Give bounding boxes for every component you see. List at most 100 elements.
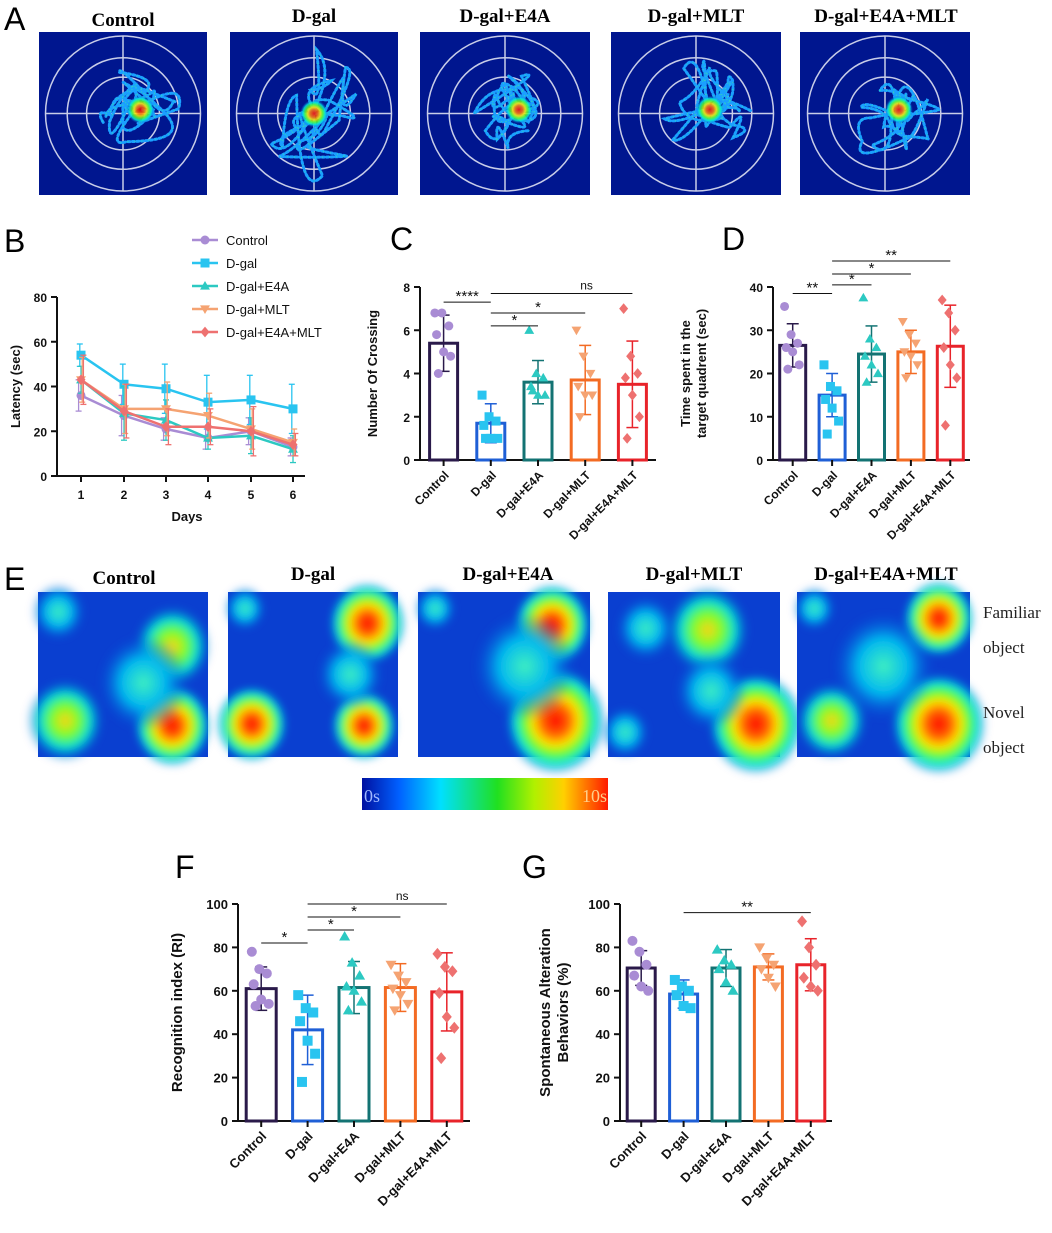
x-tick-label: D-gal — [658, 1129, 692, 1163]
marker-circle — [793, 338, 803, 348]
heatmap-1 — [26, 583, 212, 768]
marker-triangle-down — [385, 960, 397, 971]
marker-diamond — [449, 1021, 460, 1034]
arena-title-1: Control — [92, 10, 155, 31]
marker-square — [484, 412, 494, 422]
significance-label: * — [328, 916, 334, 933]
significance-label: * — [511, 312, 517, 329]
x-tick-label: 2 — [121, 488, 128, 502]
heat-blob — [473, 611, 576, 721]
heat-blob — [615, 596, 676, 661]
y-tick-label: 0 — [603, 1114, 610, 1129]
x-tick-label: 1 — [78, 488, 85, 502]
bar-group-D-gal+E4A — [710, 944, 742, 1123]
series-D-gal+E4A+MLT — [76, 354, 299, 457]
marker-diamond — [797, 915, 808, 928]
x-tick-label: D-gal+E4A — [494, 468, 547, 521]
marker-triangle — [538, 372, 549, 382]
heat-blob — [215, 685, 288, 763]
marker-triangle-down — [394, 991, 406, 1001]
heatmap-3 — [414, 583, 607, 776]
heatmap-blobs — [26, 583, 212, 768]
panel-letter-d: D — [722, 221, 745, 257]
marker-triangle-down — [573, 382, 584, 392]
bar-group-Control — [778, 301, 808, 462]
bar-group-D-gal — [817, 360, 847, 462]
marker-circle — [437, 308, 447, 318]
bar-group-Control — [244, 946, 278, 1123]
y-tick-label: 20 — [214, 1071, 228, 1086]
marker-triangle-down — [580, 391, 591, 401]
heatmap-blobs — [215, 581, 407, 763]
marker-triangle — [531, 368, 542, 378]
significance-label: ** — [741, 899, 753, 916]
marker-square — [246, 395, 256, 405]
heat-blob — [31, 583, 86, 641]
marker-triangle — [864, 333, 875, 343]
marker-square — [293, 990, 304, 1001]
significance-label: ** — [885, 247, 897, 264]
y-tick-label: 30 — [750, 324, 764, 338]
path-hotspot — [300, 99, 328, 128]
legend-label: Control — [226, 233, 268, 248]
heat-blob — [665, 585, 750, 675]
x-tick-label: Control — [412, 468, 452, 508]
marker-triangle-down — [161, 405, 171, 414]
bar — [752, 965, 784, 1123]
marker-diamond — [952, 372, 962, 384]
marker-diamond — [436, 1052, 447, 1065]
heat-blob — [601, 706, 650, 758]
marker-triangle — [342, 1004, 354, 1015]
y-tick-label: 10 — [750, 411, 764, 425]
marker-square — [300, 1003, 311, 1014]
y-axis-label: Number Of Crossing — [365, 310, 380, 437]
marker-circle — [788, 347, 798, 357]
marker-square — [203, 397, 213, 407]
series-D-gal+E4A — [76, 365, 298, 464]
marker-triangle — [873, 368, 883, 378]
marker-diamond — [811, 958, 822, 971]
significance-label: * — [849, 271, 855, 288]
marker-square — [295, 1016, 306, 1027]
path-hotspot — [126, 95, 155, 124]
marker-triangle — [527, 385, 538, 395]
marker-square — [671, 990, 682, 1001]
x-tick-label: D-gal+E4A+MLT — [884, 468, 959, 543]
marker-triangle — [725, 959, 737, 969]
marker-triangle-down — [769, 982, 781, 992]
bar-group-D-gal+E4A — [857, 292, 886, 462]
marker-triangle-down — [762, 973, 774, 984]
panel-letter-c: C — [390, 221, 413, 257]
series-line — [80, 378, 294, 446]
path-hotspot — [504, 95, 533, 124]
marker-triangle — [861, 377, 872, 386]
marker-diamond — [945, 359, 955, 371]
marker-circle — [643, 985, 654, 996]
swim-path-dense — [857, 83, 940, 154]
marker-circle — [254, 964, 265, 975]
marker-diamond — [441, 1010, 452, 1023]
significance-label: ns — [580, 278, 593, 292]
marker-triangle — [866, 359, 877, 369]
y-tick-label: 20 — [750, 368, 764, 382]
heat-blob — [98, 634, 189, 731]
bar-group-D-gal+E4A+MLT — [616, 303, 648, 462]
marker-circle — [430, 308, 440, 318]
heat-blob — [224, 586, 266, 631]
chart-b: B 0 20 40 60 80 1 2 3 4 5 6 Days Latency (sec) Control… — [4, 223, 322, 524]
marker-square — [491, 416, 501, 426]
y-axis-label: Recognition index (RI) — [169, 933, 186, 1092]
marker-triangle — [348, 985, 360, 995]
heat-blob — [26, 679, 105, 763]
y-tick-label: 0 — [756, 454, 763, 468]
color-scale-bar — [362, 778, 608, 810]
marker-triangle-down — [402, 999, 414, 1010]
marker-square — [481, 433, 491, 443]
marker-diamond — [633, 368, 643, 379]
marker-circle — [794, 360, 804, 370]
bar-group-D-gal+E4A+MLT — [935, 294, 965, 462]
bar-group-D-gal — [475, 390, 507, 462]
panel-e-heatmaps — [26, 580, 987, 776]
